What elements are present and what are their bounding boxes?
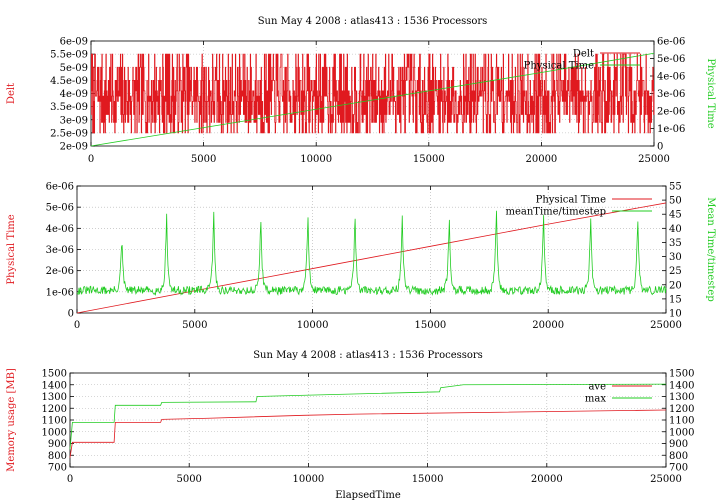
- y2-tick-label: 3e-06: [657, 89, 685, 100]
- y2-tick-label: 20: [669, 280, 682, 291]
- y2-tick-label: 1e-06: [657, 124, 685, 135]
- y-tick-label: 6e-06: [46, 182, 74, 193]
- legend-label: max: [585, 394, 606, 405]
- x-tick-label: 25000: [638, 154, 670, 165]
- y2-tick-label: 1000: [669, 427, 694, 438]
- y-tick-label: 1300: [42, 392, 67, 403]
- y-tick-label: 2.5e-09: [50, 128, 88, 139]
- y2-tick-label: 10: [669, 309, 682, 320]
- chart-title: Sun May 4 2008 : atlas413 : 1536 Process…: [253, 350, 483, 361]
- y-tick-label: 3.5e-09: [50, 102, 88, 113]
- y2-tick-label: 1400: [669, 380, 694, 391]
- y2-axis-label: Mean Time/timestep: [705, 197, 716, 301]
- y-tick-label: 900: [48, 439, 67, 450]
- x-tick-label: 10000: [297, 320, 329, 331]
- y-tick-label: 3e-06: [46, 245, 74, 256]
- legend-label: meanTime/timestep: [505, 207, 606, 218]
- x-tick-label: 15000: [412, 474, 444, 485]
- y-tick-label: 1000: [42, 427, 67, 438]
- y-tick-label: 1500: [42, 369, 67, 380]
- y-tick-label: 3e-09: [60, 115, 88, 126]
- x-tick-label: 20000: [531, 474, 563, 485]
- chart-panel-2: 0 5000 10000 15000 20000 25000 0 1e-06 2e-06 3e-0…: [6, 182, 716, 332]
- y2-tick-label: 1100: [669, 416, 694, 427]
- y2-tick-label: 35: [669, 238, 682, 249]
- y-tick-label: 2e-09: [60, 142, 88, 153]
- y-axis-label: Physical Time: [6, 214, 17, 284]
- y-tick-label: 4e-06: [46, 224, 74, 235]
- y2-tick-label: 25: [669, 266, 682, 277]
- y2-tick-label: 40: [669, 224, 682, 235]
- legend-label: ave: [588, 382, 606, 393]
- series-line-max: [69, 383, 667, 450]
- x-tick-label: 0: [67, 474, 73, 485]
- y-axis-label: Memory usage [MB]: [6, 368, 17, 472]
- x-tick-label: 0: [88, 154, 94, 165]
- y2-tick-label: 700: [669, 463, 688, 474]
- y-tick-label: 4.5e-09: [50, 76, 88, 87]
- y-tick-label: 1100: [42, 416, 67, 427]
- x-tick-label: 20000: [525, 154, 557, 165]
- x-tick-label: 10000: [300, 154, 332, 165]
- y-tick-label: 4e-09: [60, 89, 88, 100]
- chart-title: Sun May 4 2008 : atlas413 : 1536 Process…: [258, 16, 488, 27]
- legend-label: Delt: [573, 49, 594, 60]
- series-line-meantime-timestep: [76, 210, 667, 297]
- legend-label: Physical Time: [524, 61, 594, 72]
- y2-tick-label: 1300: [669, 392, 694, 403]
- x-tick-label: 5000: [182, 320, 207, 331]
- x-tick-label: 15000: [413, 154, 445, 165]
- series-line-delt: [91, 53, 655, 134]
- x-axis-label: ElapsedTime: [335, 490, 401, 501]
- y2-tick-label: 50: [669, 196, 682, 207]
- y2-tick-label: 45: [669, 210, 682, 221]
- y-tick-label: 2e-06: [46, 266, 74, 277]
- y-tick-label: 5e-09: [60, 63, 88, 74]
- x-tick-label: 20000: [532, 320, 564, 331]
- y2-tick-label: 0: [657, 142, 663, 153]
- y-tick-label: 800: [48, 451, 67, 462]
- y-tick-label: 5.5e-09: [50, 50, 88, 61]
- y2-axis-label: Physical Time: [705, 58, 716, 128]
- y2-tick-label: 5e-06: [657, 54, 685, 65]
- legend-label: Physical Time: [536, 195, 606, 206]
- y-axis-label: Delt: [6, 83, 17, 104]
- y2-tick-label: 1200: [669, 404, 694, 415]
- y2-tick-label: 1500: [669, 369, 694, 380]
- y-tick-label: 1e-06: [46, 287, 74, 298]
- x-tick-label: 0: [74, 320, 80, 331]
- series-line-physical-time: [90, 52, 655, 147]
- y2-tick-label: 900: [669, 439, 688, 450]
- y2-tick-label: 4e-06: [657, 72, 685, 83]
- y-tick-label: 6e-09: [60, 37, 88, 48]
- x-tick-label: 25000: [650, 474, 682, 485]
- y-tick-label: 0: [68, 309, 74, 320]
- y2-tick-label: 2e-06: [657, 107, 685, 118]
- y2-tick-label: 6e-06: [657, 37, 685, 48]
- y-tick-label: 1200: [42, 404, 67, 415]
- series-line-physical-time: [76, 202, 667, 314]
- y-tick-label: 700: [48, 463, 67, 474]
- y2-tick-label: 55: [669, 182, 682, 193]
- y-tick-label: 1400: [42, 380, 67, 391]
- x-tick-label: 5000: [191, 154, 216, 165]
- x-tick-label: 10000: [292, 474, 324, 485]
- series-line-ave: [69, 409, 667, 458]
- x-tick-label: 15000: [414, 320, 446, 331]
- y-tick-label: 5e-06: [46, 203, 74, 214]
- y2-tick-label: 30: [669, 252, 682, 263]
- chart-panel-3: Sun May 4 2008 : atlas413 : 1536 Process…: [6, 350, 694, 501]
- y2-tick-label: 800: [669, 451, 688, 462]
- y2-tick-label: 15: [669, 294, 682, 305]
- chart-panel-1: Sun May 4 2008 : atlas413 : 1536 Process…: [6, 16, 716, 165]
- x-tick-label: 5000: [176, 474, 201, 485]
- x-tick-label: 25000: [650, 320, 682, 331]
